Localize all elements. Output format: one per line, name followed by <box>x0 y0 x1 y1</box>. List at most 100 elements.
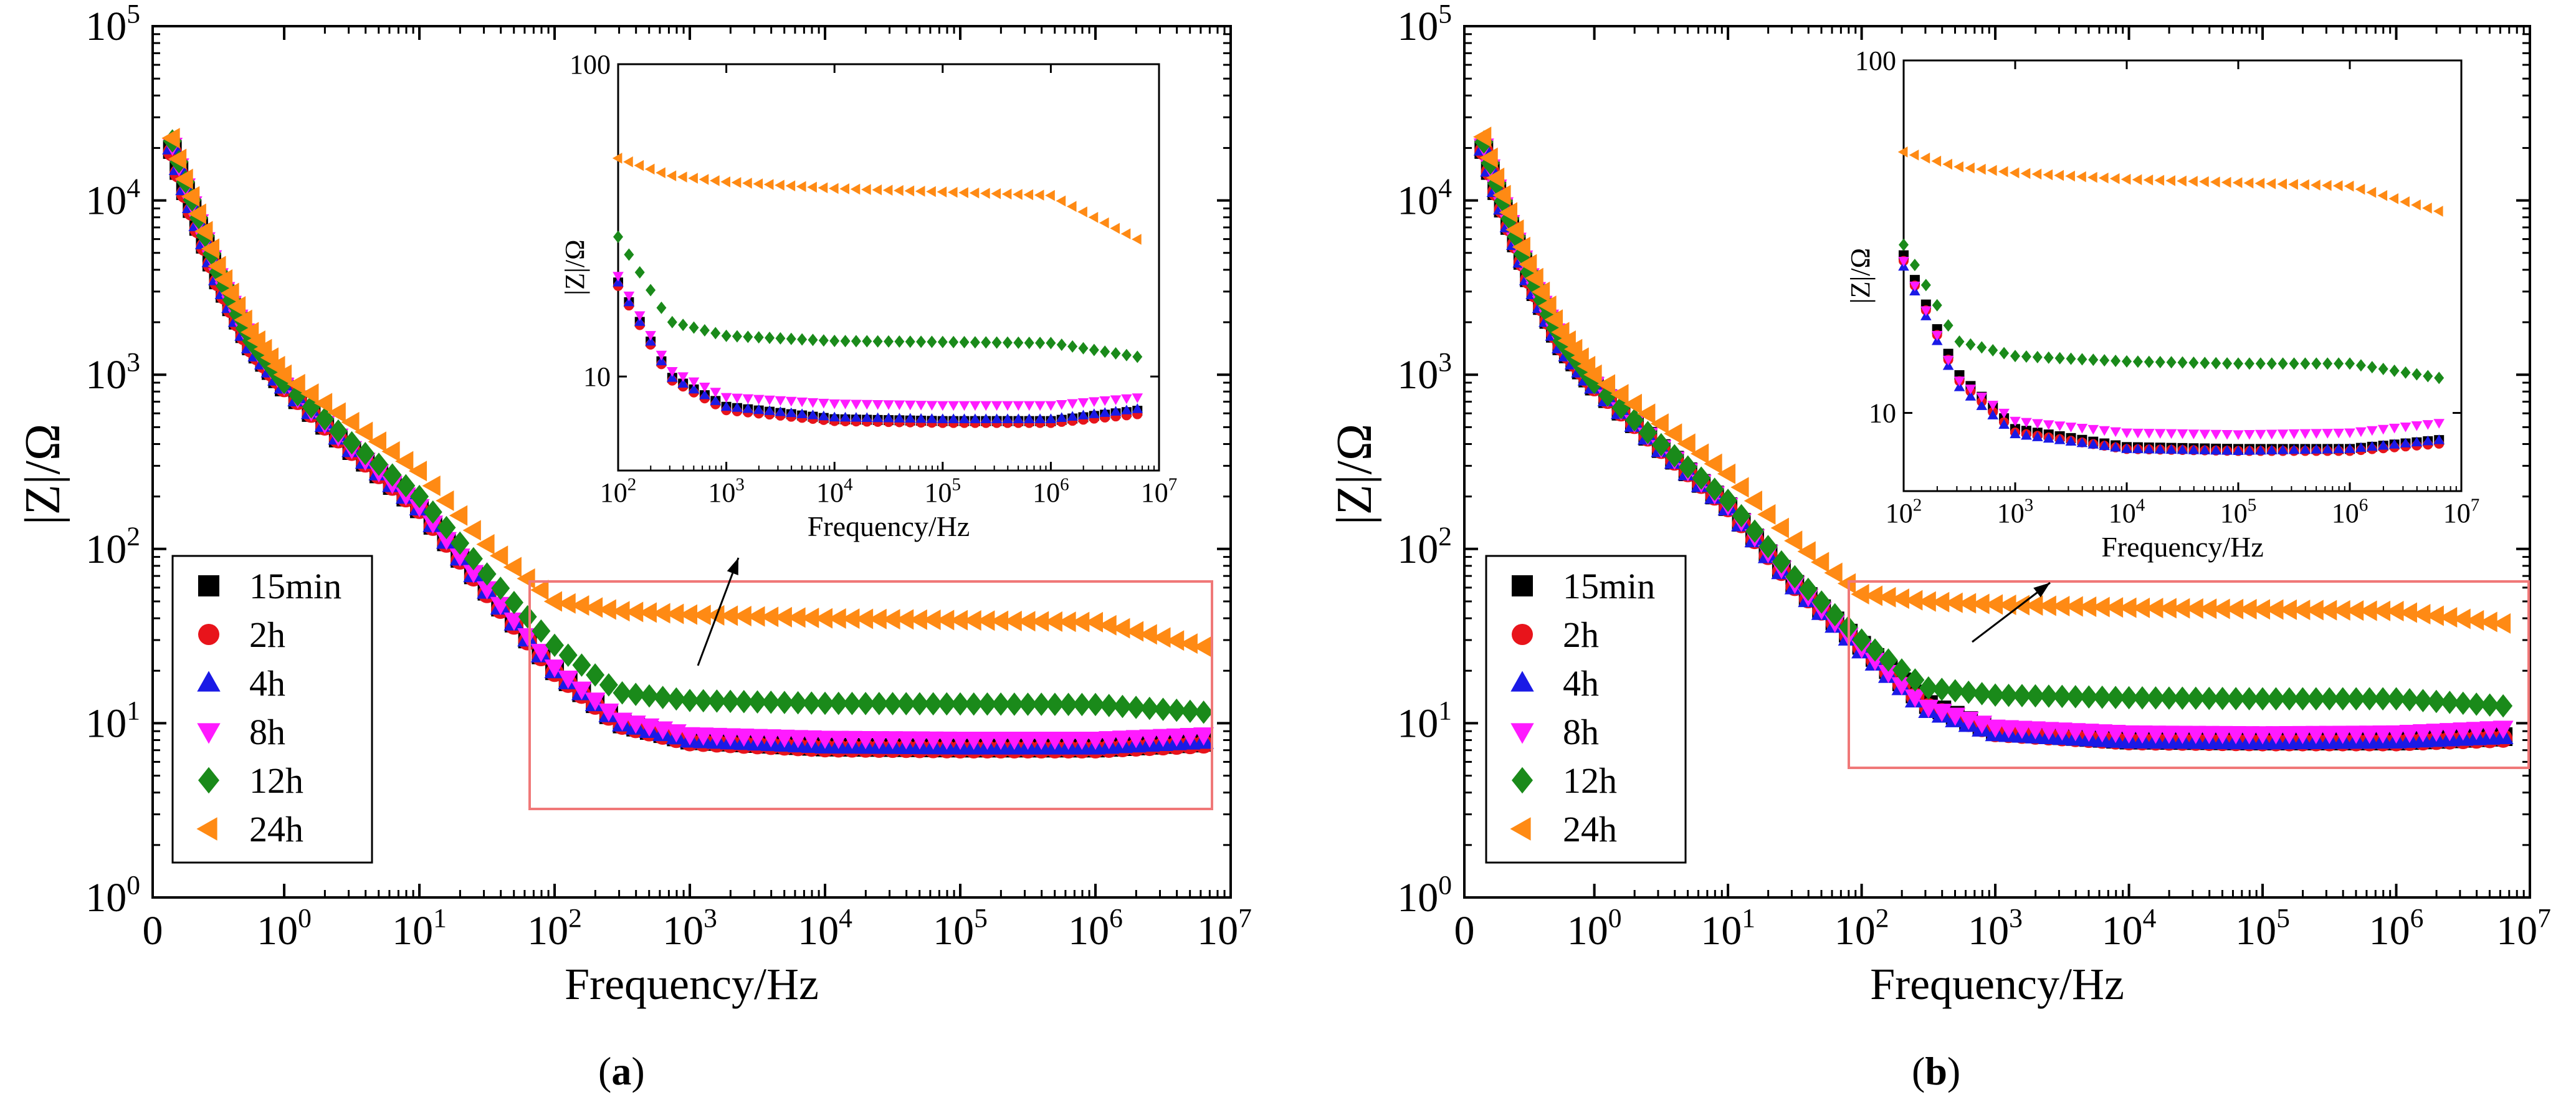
data-point <box>273 364 292 385</box>
x-tick-label: 101 <box>1701 903 1755 954</box>
inset-data-point <box>731 177 742 188</box>
inset-data-point <box>2311 444 2322 454</box>
data-point <box>964 692 983 716</box>
inset-data-point <box>2322 179 2332 191</box>
inset-data-point <box>1046 337 1056 350</box>
inset-data-point <box>2388 439 2400 449</box>
data-point <box>2320 687 2339 711</box>
inset-data-point <box>926 413 938 423</box>
data-point <box>2279 687 2299 711</box>
data-point <box>923 731 944 750</box>
data-point <box>2225 726 2246 745</box>
inset-data-point <box>2233 430 2244 440</box>
inset-data-point <box>699 389 710 399</box>
plot-frame <box>151 25 1232 899</box>
data-point <box>422 515 444 534</box>
data-point <box>1998 720 2020 739</box>
inset-data-point <box>2311 179 2321 191</box>
data-point <box>1864 585 1883 606</box>
inset-y-tick-label: 10 <box>1869 398 1896 429</box>
data-point <box>1717 463 1736 484</box>
inset-data-point <box>732 393 743 404</box>
inset-data-point <box>1977 341 1987 354</box>
data-point <box>652 603 670 624</box>
inset-data-point <box>851 412 862 422</box>
inset-data-point <box>1110 347 1121 360</box>
data-point <box>1086 692 1105 717</box>
inset-data-point <box>839 183 849 194</box>
data-point <box>1072 692 1092 717</box>
data-point <box>936 610 955 631</box>
data-point <box>2265 726 2286 745</box>
data-point <box>1957 593 1977 614</box>
data-point <box>2038 722 2059 740</box>
inset-data-point <box>2232 177 2243 188</box>
data-point <box>1165 630 1185 651</box>
inset-data-point <box>634 265 645 279</box>
data-point <box>2053 684 2072 709</box>
inset-data-point <box>2066 352 2076 365</box>
inset-data-point <box>666 170 677 181</box>
inset-data-point <box>1987 409 1998 419</box>
data-point <box>1784 530 1803 552</box>
y-tick-label: 104 <box>85 173 140 224</box>
data-point <box>936 731 957 750</box>
data-point <box>1030 611 1049 632</box>
data-point <box>1917 591 1936 612</box>
data-point <box>2360 687 2379 711</box>
inset-series-24h <box>1897 146 2443 217</box>
inset-data-point <box>991 413 1003 424</box>
inset-data-point <box>2043 169 2053 181</box>
data-point <box>2198 725 2220 745</box>
inset-data-point <box>839 411 851 422</box>
data-point <box>2265 599 2284 620</box>
legend-marker <box>196 817 217 841</box>
data-point <box>1665 444 1684 468</box>
data-point <box>342 431 361 455</box>
data-point <box>2092 724 2113 743</box>
y-tick-label: 105 <box>1397 0 1452 49</box>
data-point <box>598 599 616 620</box>
inset-data-point <box>1932 299 1942 312</box>
inset-data-point <box>2378 363 2388 376</box>
inset-x-tick-label: 106 <box>1033 475 1069 508</box>
data-point <box>1085 731 1106 750</box>
data-point <box>227 296 246 317</box>
data-point <box>2372 725 2393 744</box>
data-point <box>181 186 200 207</box>
data-point <box>951 692 970 716</box>
inset-series-12h <box>1899 238 2445 385</box>
inset-data-point <box>948 413 959 424</box>
data-point <box>626 682 646 706</box>
inset-data-point <box>2367 426 2378 436</box>
data-point <box>586 663 605 687</box>
data-point <box>174 168 193 189</box>
inset-data-point <box>2411 421 2423 431</box>
inset-chart: 102 103 104 105 106 107 10 100 Frequency/Hz |Z|/Ω <box>560 49 1177 542</box>
data-point <box>532 619 551 643</box>
inset-data-point <box>2299 179 2309 191</box>
data-point <box>2051 596 2070 617</box>
inset-data-point <box>915 401 927 411</box>
inset-data-point <box>937 186 947 198</box>
inset-data-point <box>969 187 980 199</box>
data-point <box>2091 596 2110 618</box>
inset-data-point <box>2300 357 2311 370</box>
inset-data-point <box>2423 370 2433 383</box>
inset-data-point <box>1898 257 1909 267</box>
inset-data-point <box>2144 443 2155 454</box>
data-point <box>2492 613 2511 634</box>
data-point <box>895 609 914 630</box>
zoom-arrow <box>697 557 740 666</box>
inset-data-point <box>796 408 808 418</box>
inset-data-point <box>894 335 905 348</box>
inset-data-point <box>786 332 796 345</box>
data-point <box>882 731 904 750</box>
data-point <box>1638 421 1658 444</box>
inset-data-point <box>2266 357 2277 370</box>
data-point <box>1004 731 1025 750</box>
inset-data-point <box>2132 174 2142 186</box>
inset-data-point <box>926 401 938 411</box>
data-point <box>300 383 319 404</box>
